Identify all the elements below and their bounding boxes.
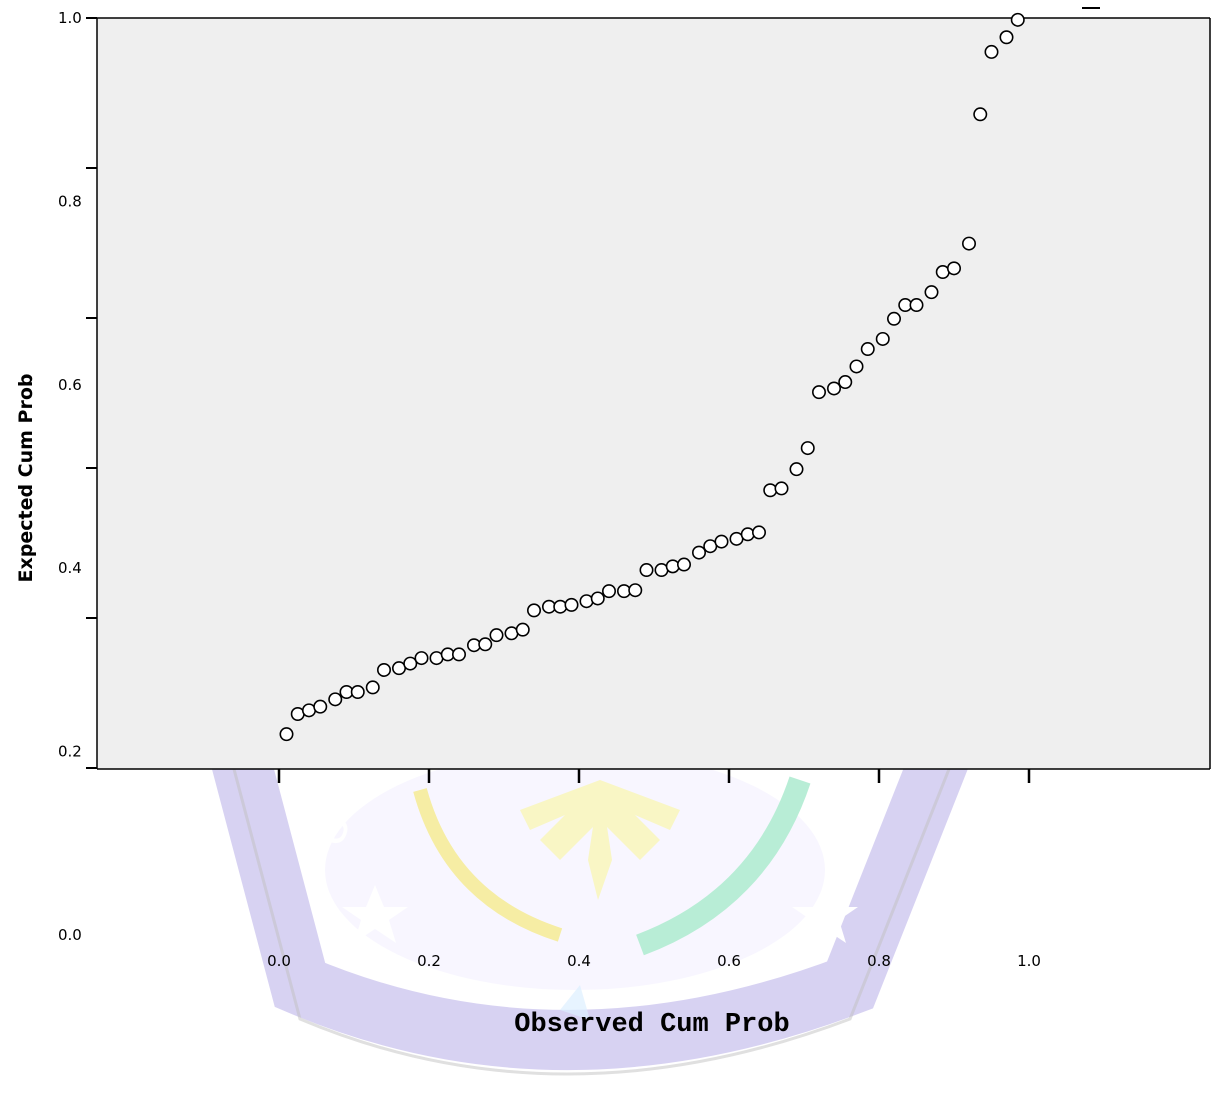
data-point xyxy=(800,441,815,456)
data-point xyxy=(590,591,605,606)
x-axis-label: Observed Cum Prob xyxy=(514,1010,789,1040)
data-point xyxy=(961,236,976,251)
data-point xyxy=(984,44,999,59)
left-star xyxy=(342,885,408,943)
data-point xyxy=(909,298,924,313)
data-point xyxy=(478,637,493,652)
data-point xyxy=(691,545,706,560)
x-tick-label: 0.8 xyxy=(867,952,891,970)
data-point xyxy=(376,662,391,677)
y-tick-label: 0.8 xyxy=(58,192,82,210)
seal-rim xyxy=(228,753,957,1076)
data-point xyxy=(665,559,680,574)
data-point xyxy=(946,261,961,276)
data-point xyxy=(451,647,466,662)
data-point xyxy=(826,381,841,396)
data-point xyxy=(789,462,804,477)
data-point xyxy=(751,525,766,540)
seal-letter: U xyxy=(300,804,362,854)
data-point xyxy=(774,481,789,496)
data-point xyxy=(414,651,429,666)
x-tick-label: 0.2 xyxy=(417,952,441,970)
data-point xyxy=(763,483,778,498)
y-axis-label: Expected Cum Prob xyxy=(15,374,37,583)
right-star xyxy=(792,885,858,943)
data-point xyxy=(526,603,541,618)
y-axis-tick-labels: 0.0 0.2 0.4 0.6 0.8 1.0 xyxy=(58,9,82,944)
sun-emblem xyxy=(520,780,680,900)
data-point xyxy=(999,30,1014,45)
x-tick-label: 0.4 xyxy=(567,952,591,970)
data-point xyxy=(860,342,875,357)
data-point xyxy=(1010,12,1025,27)
data-point xyxy=(924,285,939,300)
data-point xyxy=(515,622,530,637)
data-point xyxy=(740,527,755,542)
data-point xyxy=(489,628,504,643)
right-branch xyxy=(636,776,811,956)
x-tick-label: 0.6 xyxy=(717,952,741,970)
data-points xyxy=(279,12,1025,742)
data-point xyxy=(628,583,643,598)
y-tick-label: 1.0 xyxy=(58,9,82,27)
university-seal-watermark: U xyxy=(200,708,983,1076)
data-point xyxy=(811,385,826,400)
data-point xyxy=(328,692,343,707)
data-point xyxy=(714,534,729,549)
data-point xyxy=(973,107,988,122)
seal-ring xyxy=(200,708,983,1070)
x-axis-ticks xyxy=(277,769,1031,783)
x-tick-label: 1.0 xyxy=(1017,952,1041,970)
data-point xyxy=(579,594,594,609)
seal-ribbon xyxy=(560,985,590,1020)
x-axis-tick-labels: 0.0 0.2 0.4 0.6 0.8 1.0 xyxy=(267,952,1041,970)
data-point xyxy=(553,599,568,614)
x-tick-label: 0.0 xyxy=(267,952,291,970)
y-axis-ticks xyxy=(86,17,97,769)
data-point xyxy=(601,584,616,599)
seal-center xyxy=(325,750,825,990)
y-tick-label: 0.2 xyxy=(58,743,82,761)
data-point xyxy=(875,331,890,346)
y-tick-label: 0.4 xyxy=(58,559,82,577)
data-point xyxy=(886,311,901,326)
data-point xyxy=(639,563,654,578)
y-tick-label: 0.6 xyxy=(58,376,82,394)
data-point xyxy=(279,727,294,742)
data-point xyxy=(350,684,365,699)
data-point xyxy=(838,375,853,390)
data-point xyxy=(676,557,691,572)
data-point xyxy=(313,699,328,714)
data-point xyxy=(365,680,380,695)
data-point xyxy=(403,656,418,671)
data-point xyxy=(564,597,579,612)
plot-area xyxy=(97,18,1210,769)
data-point xyxy=(849,359,864,374)
y-tick-label: 0.0 xyxy=(58,926,82,944)
left-branch xyxy=(413,788,563,942)
